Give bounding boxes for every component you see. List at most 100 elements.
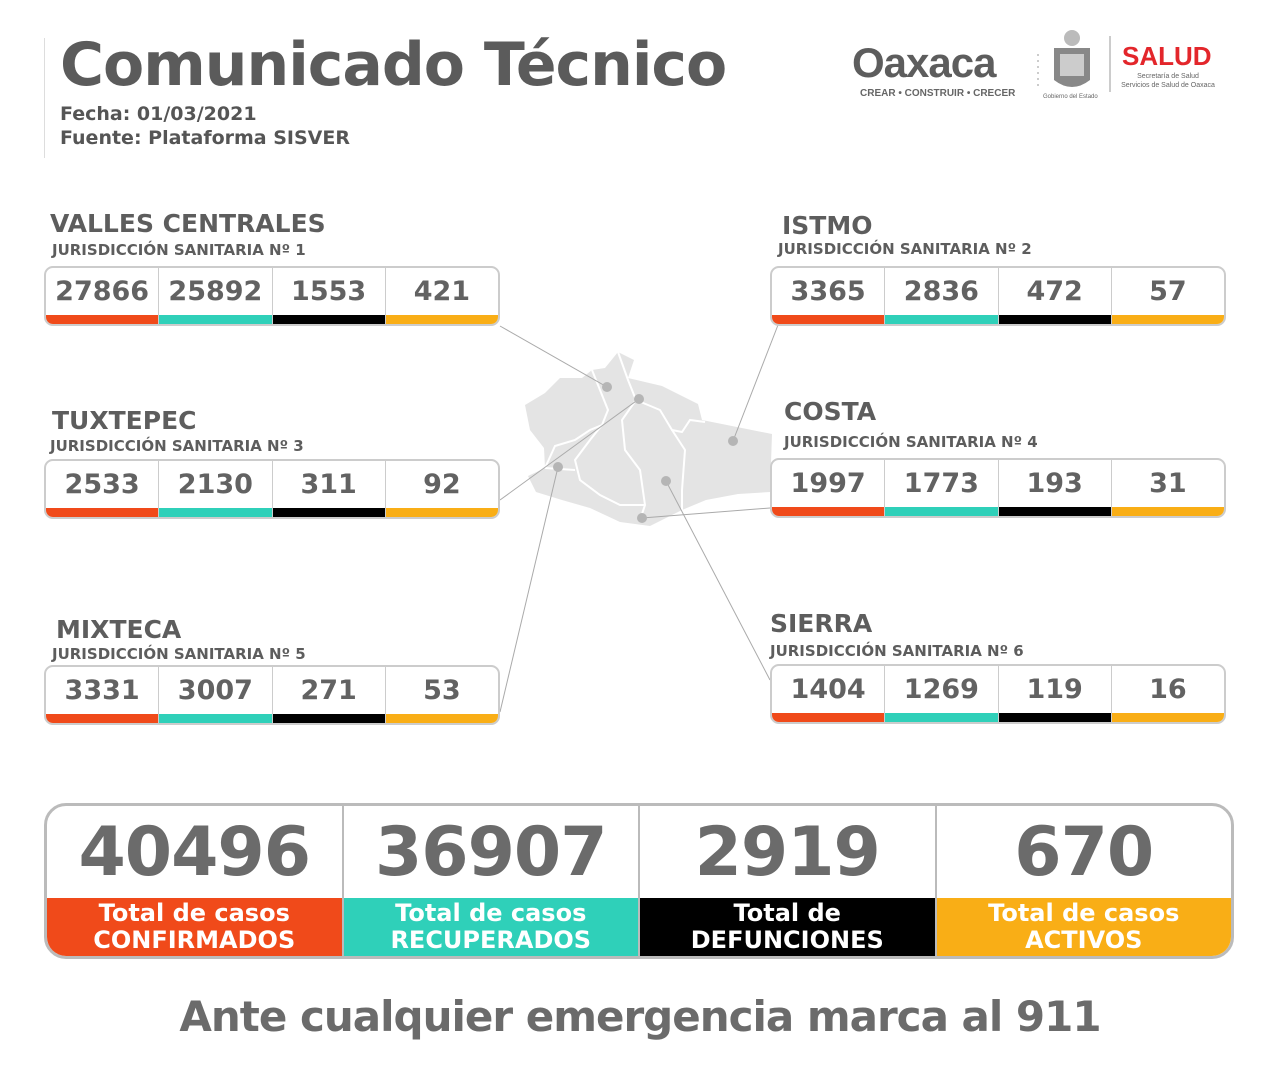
stat-value: 1997 xyxy=(790,468,866,499)
color-bar-activos xyxy=(1111,507,1224,516)
stat-value: 1404 xyxy=(790,674,866,705)
stat-value: 271 xyxy=(300,675,357,706)
region-title-valles-centrales: VALLES CENTRALES xyxy=(50,209,326,238)
dot-valles xyxy=(602,382,612,392)
stat-confirmados: 2533 xyxy=(46,461,160,517)
label-line1: Total de xyxy=(733,899,841,927)
stat-recuperados: 2130 xyxy=(159,461,273,517)
oaxaca-tagline: CREAR • CONSTRUIR • CRECER xyxy=(860,88,1016,99)
color-bar-confirmados xyxy=(46,508,159,517)
stat-value: 27866 xyxy=(55,276,150,307)
dot-mixteca xyxy=(553,462,563,472)
color-bar-activos xyxy=(385,508,498,517)
oaxaca-logo: Oaxaca xyxy=(852,39,996,86)
total-defunciones: 2919 Total de DEFUNCIONES xyxy=(640,806,937,956)
stat-activos: 31 xyxy=(1111,460,1224,516)
map-dots xyxy=(553,382,738,523)
color-bar-recuperados xyxy=(159,714,272,723)
total-value: 2919 xyxy=(694,812,881,892)
stat-value: 472 xyxy=(1026,276,1083,307)
label-line1: Total de casos xyxy=(98,899,290,927)
total-label: Total de casos CONFIRMADOS xyxy=(47,898,342,956)
report-source: Fuente: Plataforma SISVER xyxy=(60,127,350,149)
color-bar-activos xyxy=(1111,315,1224,324)
region-title-costa: COSTA xyxy=(784,397,877,426)
stat-value: 2130 xyxy=(177,469,253,500)
stat-confirmados: 3365 xyxy=(772,268,886,324)
stat-value: 1773 xyxy=(903,468,979,499)
region-card-mixteca: 3331 3007 271 53 xyxy=(44,665,500,725)
region-title-tuxtepec: TUXTEPEC xyxy=(52,406,197,435)
region-jurisdiccion: JURISDICCIÓN SANITARIA Nº 3 xyxy=(50,437,304,455)
stat-value: 1269 xyxy=(903,674,979,705)
stat-confirmados: 3331 xyxy=(46,667,160,723)
stat-value: 3007 xyxy=(177,675,253,706)
stat-recuperados: 3007 xyxy=(159,667,273,723)
region-card-tuxtepec: 2533 2130 311 92 xyxy=(44,459,500,519)
region-card-istmo: 3365 2836 472 57 xyxy=(770,266,1226,326)
stat-activos: 421 xyxy=(385,268,498,324)
stat-defunciones: 119 xyxy=(998,666,1112,722)
color-bar-confirmados xyxy=(772,315,885,324)
total-label: Total de casos RECUPERADOS xyxy=(343,898,638,956)
total-label: Total de casos ACTIVOS xyxy=(936,898,1231,956)
stat-value: 193 xyxy=(1026,468,1083,499)
color-bar-confirmados xyxy=(772,713,885,722)
total-confirmados: 40496 Total de casos CONFIRMADOS xyxy=(47,806,344,956)
salud-logo: SALUD xyxy=(1122,41,1212,71)
label-line1: Total de casos xyxy=(988,899,1180,927)
salud-sub-1: Secretaría de Salud xyxy=(1137,73,1199,80)
region-jurisdiccion: JURISDICCIÓN SANITARIA Nº 1 xyxy=(52,241,306,259)
color-bar-confirmados xyxy=(46,714,159,723)
stat-value: 311 xyxy=(300,469,357,500)
color-bar-recuperados xyxy=(885,713,998,722)
stat-activos: 92 xyxy=(385,461,498,517)
stat-value: 31 xyxy=(1149,468,1187,499)
map-state-shape xyxy=(525,352,772,526)
region-title-istmo: ISTMO xyxy=(782,211,873,240)
stat-value: 3331 xyxy=(64,675,140,706)
gobierno-label: Gobierno del Estado xyxy=(1043,94,1098,100)
color-bar-recuperados xyxy=(159,508,272,517)
region-title-mixteca: MIXTECA xyxy=(56,615,182,644)
color-bar-recuperados xyxy=(885,315,998,324)
total-activos: 670 Total de casos ACTIVOS xyxy=(936,806,1231,956)
emergency-footer: Ante cualquier emergencia marca al 911 xyxy=(179,992,1101,1041)
stat-confirmados: 1404 xyxy=(772,666,886,722)
region-card-sierra: 1404 1269 119 16 xyxy=(770,664,1226,724)
total-label: Total de DEFUNCIONES xyxy=(640,898,935,956)
dot-tuxtepec xyxy=(634,394,644,404)
stat-value: 3365 xyxy=(790,276,866,307)
header-divider xyxy=(44,38,45,158)
connector-lines xyxy=(499,324,779,713)
report-date: Fecha: 01/03/2021 xyxy=(60,103,257,125)
dot-istmo xyxy=(728,436,738,446)
stat-value: 92 xyxy=(423,469,461,500)
stat-confirmados: 1997 xyxy=(772,460,886,516)
page-title: Comunicado Técnico xyxy=(60,30,727,100)
color-bar-activos xyxy=(1111,713,1224,722)
dot-sierra xyxy=(661,476,671,486)
stat-value: 119 xyxy=(1026,674,1083,705)
color-bar-defunciones xyxy=(272,315,385,324)
color-bar-confirmados xyxy=(772,507,885,516)
stat-value: 2836 xyxy=(903,276,979,307)
stat-defunciones: 1553 xyxy=(272,268,386,324)
salud-sub-2: Servicios de Salud de Oaxaca xyxy=(1121,82,1215,89)
region-card-valles-centrales: 27866 25892 1553 421 xyxy=(44,266,500,326)
stat-defunciones: 311 xyxy=(272,461,386,517)
region-jurisdiccion: JURISDICCIÓN SANITARIA Nº 6 xyxy=(770,642,1024,660)
label-line2: CONFIRMADOS xyxy=(93,926,296,954)
salud-subtitle: Secretaría de Salud Servicios de Salud de… xyxy=(1116,72,1220,90)
stat-recuperados: 2836 xyxy=(885,268,999,324)
stat-activos: 57 xyxy=(1111,268,1224,324)
label-line2: ACTIVOS xyxy=(1025,926,1143,954)
stat-recuperados: 25892 xyxy=(159,268,273,324)
region-jurisdiccion: JURISDICCIÓN SANITARIA Nº 4 xyxy=(784,433,1038,451)
stat-value: 2533 xyxy=(64,469,140,500)
stat-defunciones: 271 xyxy=(272,667,386,723)
stat-value: 1553 xyxy=(291,276,367,307)
stat-value: 53 xyxy=(423,675,461,706)
stat-value: 421 xyxy=(413,276,471,307)
label-line2: DEFUNCIONES xyxy=(690,926,884,954)
